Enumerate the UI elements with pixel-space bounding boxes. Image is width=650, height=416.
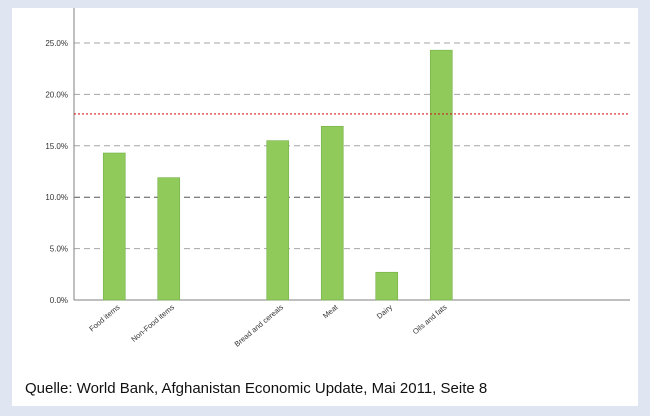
bar bbox=[375, 271, 399, 301]
y-tick-label: 25.0% bbox=[45, 39, 68, 48]
y-tick-label: 0.0% bbox=[50, 296, 68, 305]
source-caption: Quelle: World Bank, Afghanistan Economic… bbox=[25, 380, 488, 397]
bar bbox=[102, 152, 126, 301]
y-tick-label: 5.0% bbox=[50, 245, 68, 254]
x-tick-label: Non-Food items bbox=[129, 302, 176, 343]
bar-chart: 0.0% 5.0% 10.0% 15.0% 20.0% 25.0% Food items No… bbox=[45, 8, 630, 349]
x-tick-label: Meat bbox=[321, 302, 340, 320]
x-tick-label: Bread and cereals bbox=[233, 302, 286, 348]
x-tick-label: Food items bbox=[87, 302, 121, 333]
y-tick-label: 10.0% bbox=[45, 193, 68, 202]
y-tick-label: 15.0% bbox=[45, 142, 68, 151]
bar bbox=[429, 49, 453, 301]
chart-frame: 0.0% 5.0% 10.0% 15.0% 20.0% 25.0% Food items No… bbox=[12, 8, 638, 406]
bar bbox=[157, 177, 181, 301]
y-tick-label: 20.0% bbox=[45, 90, 68, 99]
x-tick-label: Oils and fats bbox=[411, 302, 449, 336]
x-tick-label: Dairy bbox=[375, 302, 394, 320]
bar bbox=[266, 140, 290, 301]
bar bbox=[320, 125, 344, 301]
